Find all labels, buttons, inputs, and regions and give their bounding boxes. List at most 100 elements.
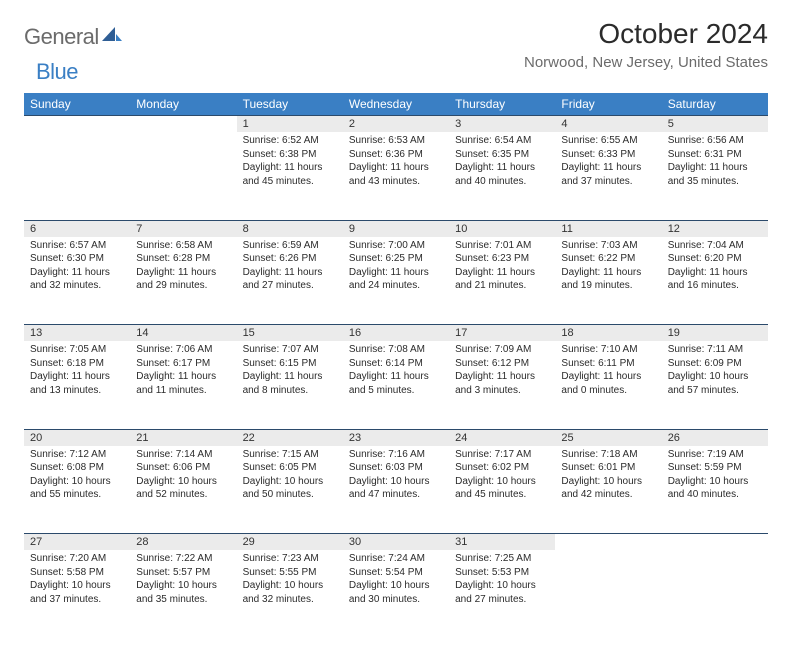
- daylight-text: Daylight: 10 hours and 40 minutes.: [668, 475, 762, 502]
- day-number-cell: 3: [449, 116, 555, 133]
- daylight-text: Daylight: 10 hours and 50 minutes.: [243, 475, 337, 502]
- daylight-text: Daylight: 10 hours and 45 minutes.: [455, 475, 549, 502]
- day-number-cell: 4: [555, 116, 661, 133]
- day-content-cell: Sunrise: 7:14 AMSunset: 6:06 PMDaylight:…: [130, 446, 236, 534]
- content-row: Sunrise: 7:05 AMSunset: 6:18 PMDaylight:…: [24, 341, 768, 429]
- sunset-text: Sunset: 5:57 PM: [136, 566, 230, 580]
- sunrise-text: Sunrise: 6:56 AM: [668, 134, 762, 148]
- day-number-cell: 19: [662, 325, 768, 342]
- day-content-cell: Sunrise: 7:23 AMSunset: 5:55 PMDaylight:…: [237, 550, 343, 638]
- daylight-text: Daylight: 11 hours and 45 minutes.: [243, 161, 337, 188]
- daylight-text: Daylight: 11 hours and 29 minutes.: [136, 266, 230, 293]
- sunset-text: Sunset: 6:33 PM: [561, 148, 655, 162]
- day-number-cell: 5: [662, 116, 768, 133]
- day-number-cell: 30: [343, 534, 449, 551]
- day-number-cell: 7: [130, 220, 236, 237]
- sunrise-text: Sunrise: 7:04 AM: [668, 239, 762, 253]
- sunset-text: Sunset: 6:05 PM: [243, 461, 337, 475]
- daylight-text: Daylight: 11 hours and 24 minutes.: [349, 266, 443, 293]
- day-content-cell: Sunrise: 7:17 AMSunset: 6:02 PMDaylight:…: [449, 446, 555, 534]
- day-content-cell: Sunrise: 7:16 AMSunset: 6:03 PMDaylight:…: [343, 446, 449, 534]
- sunrise-text: Sunrise: 7:12 AM: [30, 448, 124, 462]
- sunrise-text: Sunrise: 7:24 AM: [349, 552, 443, 566]
- daylight-text: Daylight: 10 hours and 30 minutes.: [349, 579, 443, 606]
- calendar-body: 12345Sunrise: 6:52 AMSunset: 6:38 PMDayl…: [24, 116, 768, 639]
- day-number-cell: 28: [130, 534, 236, 551]
- weekday-friday: Friday: [555, 93, 661, 116]
- day-content-cell: Sunrise: 7:12 AMSunset: 6:08 PMDaylight:…: [24, 446, 130, 534]
- day-number-cell: 22: [237, 429, 343, 446]
- day-content-cell: Sunrise: 7:05 AMSunset: 6:18 PMDaylight:…: [24, 341, 130, 429]
- sunset-text: Sunset: 6:08 PM: [30, 461, 124, 475]
- sunrise-text: Sunrise: 7:05 AM: [30, 343, 124, 357]
- day-number-cell: 16: [343, 325, 449, 342]
- day-number-cell: 23: [343, 429, 449, 446]
- daylight-text: Daylight: 10 hours and 55 minutes.: [30, 475, 124, 502]
- sunrise-text: Sunrise: 7:19 AM: [668, 448, 762, 462]
- month-title: October 2024: [524, 18, 768, 50]
- sunset-text: Sunset: 6:25 PM: [349, 252, 443, 266]
- day-content-cell: Sunrise: 6:53 AMSunset: 6:36 PMDaylight:…: [343, 132, 449, 220]
- daylight-text: Daylight: 11 hours and 3 minutes.: [455, 370, 549, 397]
- day-number-cell: 24: [449, 429, 555, 446]
- sunset-text: Sunset: 6:14 PM: [349, 357, 443, 371]
- sunrise-text: Sunrise: 7:01 AM: [455, 239, 549, 253]
- day-number-cell: 15: [237, 325, 343, 342]
- weekday-wednesday: Wednesday: [343, 93, 449, 116]
- daylight-text: Daylight: 10 hours and 35 minutes.: [136, 579, 230, 606]
- sunrise-text: Sunrise: 7:00 AM: [349, 239, 443, 253]
- daylight-text: Daylight: 11 hours and 5 minutes.: [349, 370, 443, 397]
- sunset-text: Sunset: 6:17 PM: [136, 357, 230, 371]
- sunrise-text: Sunrise: 7:23 AM: [243, 552, 337, 566]
- day-number-cell: 2: [343, 116, 449, 133]
- day-content-cell: Sunrise: 6:56 AMSunset: 6:31 PMDaylight:…: [662, 132, 768, 220]
- sunset-text: Sunset: 6:06 PM: [136, 461, 230, 475]
- daynum-row: 2728293031: [24, 534, 768, 551]
- daylight-text: Daylight: 11 hours and 35 minutes.: [668, 161, 762, 188]
- day-content-cell: [662, 550, 768, 638]
- weekday-sunday: Sunday: [24, 93, 130, 116]
- sunset-text: Sunset: 6:12 PM: [455, 357, 549, 371]
- sunrise-text: Sunrise: 7:14 AM: [136, 448, 230, 462]
- brand-logo: General: [24, 18, 124, 50]
- day-content-cell: [555, 550, 661, 638]
- daylight-text: Daylight: 10 hours and 47 minutes.: [349, 475, 443, 502]
- daynum-row: 20212223242526: [24, 429, 768, 446]
- sunrise-text: Sunrise: 7:16 AM: [349, 448, 443, 462]
- daylight-text: Daylight: 11 hours and 37 minutes.: [561, 161, 655, 188]
- day-number-cell: 31: [449, 534, 555, 551]
- sunset-text: Sunset: 6:26 PM: [243, 252, 337, 266]
- day-number-cell: 14: [130, 325, 236, 342]
- sunset-text: Sunset: 6:23 PM: [455, 252, 549, 266]
- sunset-text: Sunset: 6:20 PM: [668, 252, 762, 266]
- sunrise-text: Sunrise: 7:17 AM: [455, 448, 549, 462]
- sunrise-text: Sunrise: 6:59 AM: [243, 239, 337, 253]
- day-content-cell: [130, 132, 236, 220]
- content-row: Sunrise: 6:52 AMSunset: 6:38 PMDaylight:…: [24, 132, 768, 220]
- day-number-cell: [24, 116, 130, 133]
- day-content-cell: [24, 132, 130, 220]
- brand-blue: Blue: [36, 59, 78, 85]
- sunset-text: Sunset: 6:15 PM: [243, 357, 337, 371]
- daylight-text: Daylight: 11 hours and 16 minutes.: [668, 266, 762, 293]
- daylight-text: Daylight: 11 hours and 0 minutes.: [561, 370, 655, 397]
- day-content-cell: Sunrise: 6:54 AMSunset: 6:35 PMDaylight:…: [449, 132, 555, 220]
- brand-general: General: [24, 24, 99, 50]
- sunrise-text: Sunrise: 7:10 AM: [561, 343, 655, 357]
- day-number-cell: 21: [130, 429, 236, 446]
- sunset-text: Sunset: 5:55 PM: [243, 566, 337, 580]
- sunrise-text: Sunrise: 7:18 AM: [561, 448, 655, 462]
- calendar-grid: Sunday Monday Tuesday Wednesday Thursday…: [24, 93, 768, 638]
- day-content-cell: Sunrise: 6:52 AMSunset: 6:38 PMDaylight:…: [237, 132, 343, 220]
- sunset-text: Sunset: 6:36 PM: [349, 148, 443, 162]
- daylight-text: Daylight: 11 hours and 19 minutes.: [561, 266, 655, 293]
- daylight-text: Daylight: 11 hours and 11 minutes.: [136, 370, 230, 397]
- sunrise-text: Sunrise: 7:20 AM: [30, 552, 124, 566]
- day-number-cell: [555, 534, 661, 551]
- weekday-monday: Monday: [130, 93, 236, 116]
- day-number-cell: 27: [24, 534, 130, 551]
- daylight-text: Daylight: 11 hours and 27 minutes.: [243, 266, 337, 293]
- day-content-cell: Sunrise: 7:10 AMSunset: 6:11 PMDaylight:…: [555, 341, 661, 429]
- day-content-cell: Sunrise: 6:55 AMSunset: 6:33 PMDaylight:…: [555, 132, 661, 220]
- day-content-cell: Sunrise: 7:07 AMSunset: 6:15 PMDaylight:…: [237, 341, 343, 429]
